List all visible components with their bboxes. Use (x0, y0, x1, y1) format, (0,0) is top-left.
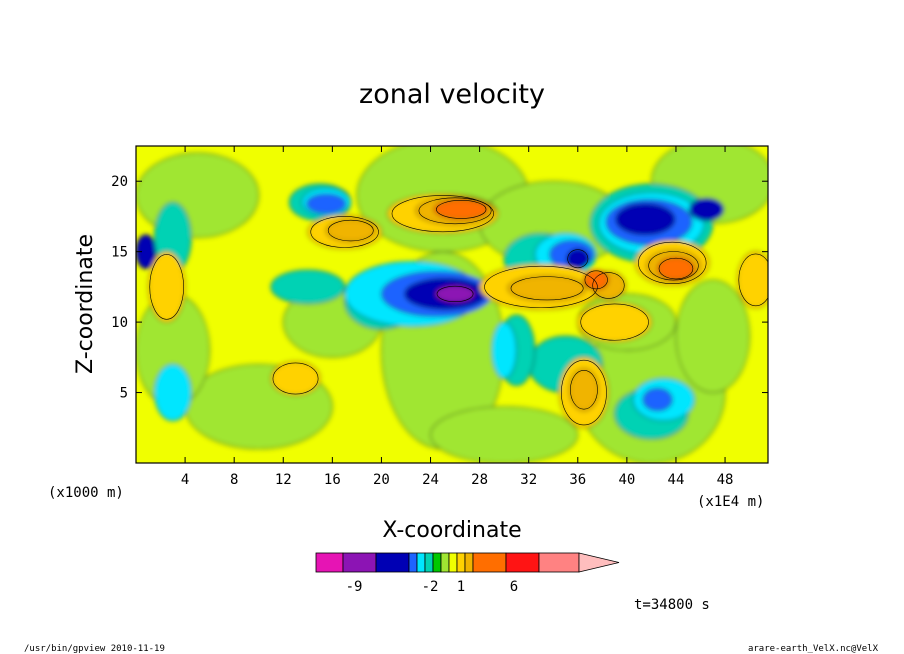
x-tick-label: 12 (275, 472, 292, 488)
contour-line (592, 272, 625, 299)
x-axis-label: X-coordinate (382, 518, 521, 543)
colorbar-label: -9 (346, 579, 363, 595)
footer-left: /usr/bin/gpview 2010-11-19 (24, 644, 165, 654)
contour-line (484, 265, 598, 308)
contour-region (435, 285, 476, 303)
colorbar-segment (464, 552, 474, 573)
y-tick-label: 5 (120, 386, 128, 402)
colorbar-segment (472, 552, 507, 573)
colorbar-segment (342, 552, 377, 573)
y-tick-label: 15 (111, 245, 128, 261)
colorbar-segment (538, 552, 580, 573)
footer-right: arare-earth_VelX.nc@VelX (748, 644, 879, 654)
colorbar-segment (315, 552, 344, 573)
y-axis-ticks: 5 10 15 20 (111, 174, 768, 402)
colorbar-segment (416, 552, 426, 573)
contour-region (136, 234, 157, 269)
time-label: t=34800 s (634, 597, 710, 613)
x-tick-label: 4 (181, 472, 189, 488)
contour-line (648, 251, 699, 281)
x-axis-ticks: 4 8 12 16 20 24 28 32 36 40 44 48 (181, 146, 734, 488)
contour-line (272, 362, 319, 395)
x-tick-label: 16 (324, 472, 341, 488)
colorbar-arrow (578, 552, 620, 573)
x-tick-label: 48 (717, 472, 734, 488)
contour-line (510, 276, 584, 301)
contour-line (418, 197, 492, 225)
contour-line (436, 200, 487, 219)
contour-line (149, 254, 184, 320)
contour-layer (136, 146, 768, 463)
colorbar-label: 1 (457, 579, 465, 595)
colorbar-segment (448, 552, 458, 573)
contour-region (270, 361, 321, 396)
colorbar-segment (456, 552, 466, 573)
colorbar-segment (432, 552, 442, 573)
contour-region (270, 269, 346, 305)
contour-region (325, 218, 376, 243)
x-tick-label: 8 (230, 472, 238, 488)
contour-region (507, 275, 587, 302)
contour-region (566, 248, 590, 269)
chart-title: zonal velocity (359, 79, 545, 110)
contour-line (584, 270, 608, 290)
x-unit-left: (x1000 m) (48, 485, 124, 501)
contour-line (561, 359, 607, 426)
contour-region (615, 203, 676, 236)
contour-line (570, 369, 598, 410)
contour-region (657, 256, 695, 281)
contour-region (491, 321, 517, 379)
contour-region (689, 197, 725, 222)
contour-line (310, 216, 379, 248)
contour-region (577, 301, 652, 343)
x-tick-label: 24 (422, 472, 439, 488)
x-tick-label: 44 (668, 472, 685, 488)
contour-region (642, 387, 673, 412)
contour-region (675, 279, 750, 393)
x-tick-label: 28 (471, 472, 488, 488)
contour-line (436, 285, 474, 303)
contour-region (433, 199, 489, 220)
contour-line (580, 303, 649, 341)
y-axis-label: Z-coordinate (73, 234, 98, 374)
colorbar-segment (440, 552, 450, 573)
contour-line (567, 249, 589, 269)
x-unit-right: (x1E4 m) (697, 494, 764, 510)
velocity-field (136, 146, 768, 463)
contour-region (147, 251, 186, 323)
colorbar (315, 552, 620, 573)
colorbar-segment (375, 552, 410, 573)
contour-line (738, 253, 768, 307)
x-tick-label: 40 (618, 472, 635, 488)
contour-region (154, 363, 192, 422)
x-tick-label: 36 (569, 472, 586, 488)
contour-line (658, 257, 694, 280)
plot-frame (135, 145, 769, 464)
colorbar-segment (505, 552, 540, 573)
colorbar-segment (408, 552, 418, 573)
x-tick-label: 32 (520, 472, 537, 488)
contour-line (638, 241, 707, 284)
contour-region (583, 269, 609, 291)
contour-line (391, 195, 494, 233)
contour-line (327, 219, 374, 242)
x-tick-label: 20 (373, 472, 390, 488)
colorbar-segment (424, 552, 434, 573)
colorbar-label: -2 (422, 579, 439, 595)
y-tick-label: 10 (111, 315, 128, 331)
colorbar-label: 6 (510, 579, 518, 595)
contour-region (136, 152, 260, 238)
colorbar-labels: -9 -2 1 6 (346, 579, 519, 595)
contour-region (568, 368, 600, 412)
contour-region (306, 193, 347, 215)
y-tick-label: 20 (111, 174, 128, 190)
contour-region (736, 251, 768, 309)
plot-area (136, 146, 768, 463)
contour-region (430, 406, 579, 463)
